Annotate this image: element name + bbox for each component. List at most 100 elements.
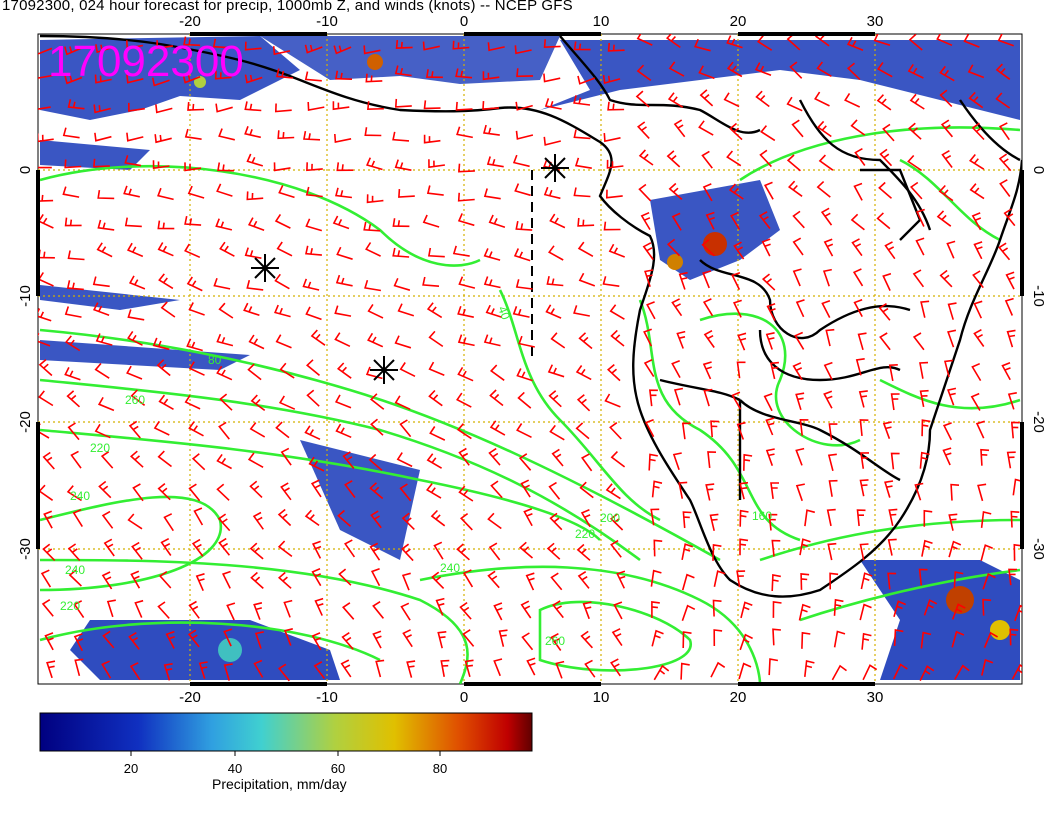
wind-barb — [606, 363, 621, 382]
wind-barb — [274, 273, 290, 290]
wind-barb — [156, 40, 174, 50]
wind-barb — [163, 513, 174, 532]
wind-barb — [825, 328, 835, 347]
wind-barb — [702, 298, 714, 317]
wind-barb — [430, 509, 446, 527]
wind-barb — [127, 513, 143, 530]
wind-barb — [493, 658, 503, 677]
wind-barb — [681, 422, 691, 440]
wind-barb — [640, 211, 651, 231]
wind-barb — [103, 538, 115, 557]
wind-barb — [547, 364, 565, 378]
wind-barb — [244, 101, 262, 112]
wind-barb — [850, 213, 865, 231]
wind-barb — [643, 358, 655, 378]
wind-barb — [370, 510, 382, 529]
wind-barb — [406, 660, 416, 678]
wind-barb — [456, 423, 472, 440]
wind-barb — [41, 599, 54, 617]
wind-barb — [94, 132, 112, 142]
wind-barb — [278, 663, 290, 682]
wind-barb — [884, 241, 896, 260]
wind-barb — [96, 242, 113, 258]
wind-barb — [682, 511, 692, 529]
lon-label: -10 — [316, 13, 338, 30]
wind-barb — [365, 242, 381, 257]
contour-label: 260 — [545, 634, 565, 648]
wind-barb — [487, 512, 502, 530]
wind-barb — [249, 480, 263, 498]
lat-labels-right: 0 -10 -20 -30 — [1030, 166, 1047, 560]
wind-barb — [915, 237, 925, 256]
wind-barb — [1009, 628, 1019, 646]
lat-label: 0 — [1030, 166, 1047, 174]
wind-barb — [217, 513, 231, 532]
wind-barb — [703, 329, 715, 348]
wind-barb — [908, 34, 923, 51]
wind-barb — [306, 162, 323, 172]
wind-barb — [980, 511, 992, 528]
wind-barb — [279, 362, 295, 379]
wind-barb — [73, 600, 85, 619]
wind-barb — [772, 628, 781, 646]
wind-barb — [602, 74, 621, 85]
wind-barb — [642, 242, 654, 261]
wind-barb — [816, 61, 832, 77]
wind-barb — [366, 157, 383, 171]
wind-barb — [672, 452, 682, 470]
wind-barb — [915, 208, 925, 227]
wind-barb — [402, 629, 413, 648]
wind-barb — [94, 362, 110, 379]
wind-barb — [97, 219, 115, 231]
wind-barb — [493, 602, 503, 621]
wind-barb — [676, 330, 686, 349]
wind-barb — [823, 238, 834, 257]
wind-barb — [939, 269, 953, 288]
wind-barb — [457, 213, 475, 227]
lat-labels-left: 0 -10 -20 -30 — [17, 166, 34, 560]
wind-barb — [372, 630, 382, 649]
wind-barb — [649, 389, 658, 407]
wind-barb — [606, 159, 624, 169]
wind-barb — [62, 127, 80, 139]
wind-barb — [188, 302, 205, 316]
wind-barb — [877, 62, 893, 78]
wind-barb — [768, 658, 779, 676]
lon-label: 20 — [730, 689, 747, 706]
wind-barb — [252, 511, 264, 530]
wind-barb — [429, 426, 446, 441]
wind-barb — [334, 332, 351, 348]
wind-barb — [67, 250, 85, 261]
wind-barb — [1008, 568, 1018, 586]
wind-barb — [578, 332, 593, 350]
wind-barb — [552, 600, 564, 619]
wind-barb — [364, 127, 382, 137]
wind-barb — [582, 601, 592, 620]
wind-barb — [198, 661, 208, 679]
wind-barb — [195, 573, 205, 592]
wind-barb — [92, 276, 110, 288]
wind-barb — [789, 61, 803, 79]
wind-barb — [1011, 663, 1022, 680]
wind-barb — [38, 74, 53, 79]
wind-barb — [920, 300, 930, 318]
wind-barb — [274, 213, 291, 229]
wind-barb — [188, 421, 204, 437]
wind-barb — [243, 302, 260, 317]
wind-barb — [276, 241, 293, 257]
wind-barb — [216, 453, 232, 470]
wind-barb — [455, 101, 473, 111]
wind-barb — [64, 335, 81, 352]
wind-barb — [823, 390, 833, 409]
wind-barb — [400, 602, 411, 621]
wind-barb — [851, 238, 863, 257]
lat-label: -30 — [1030, 538, 1047, 560]
wind-barb — [38, 390, 54, 407]
wind-barb — [131, 541, 143, 560]
wind-barb — [893, 600, 907, 618]
lon-label: 30 — [867, 13, 884, 30]
wind-barb — [737, 332, 747, 351]
wind-barb — [128, 632, 140, 650]
wind-barb — [828, 479, 838, 497]
